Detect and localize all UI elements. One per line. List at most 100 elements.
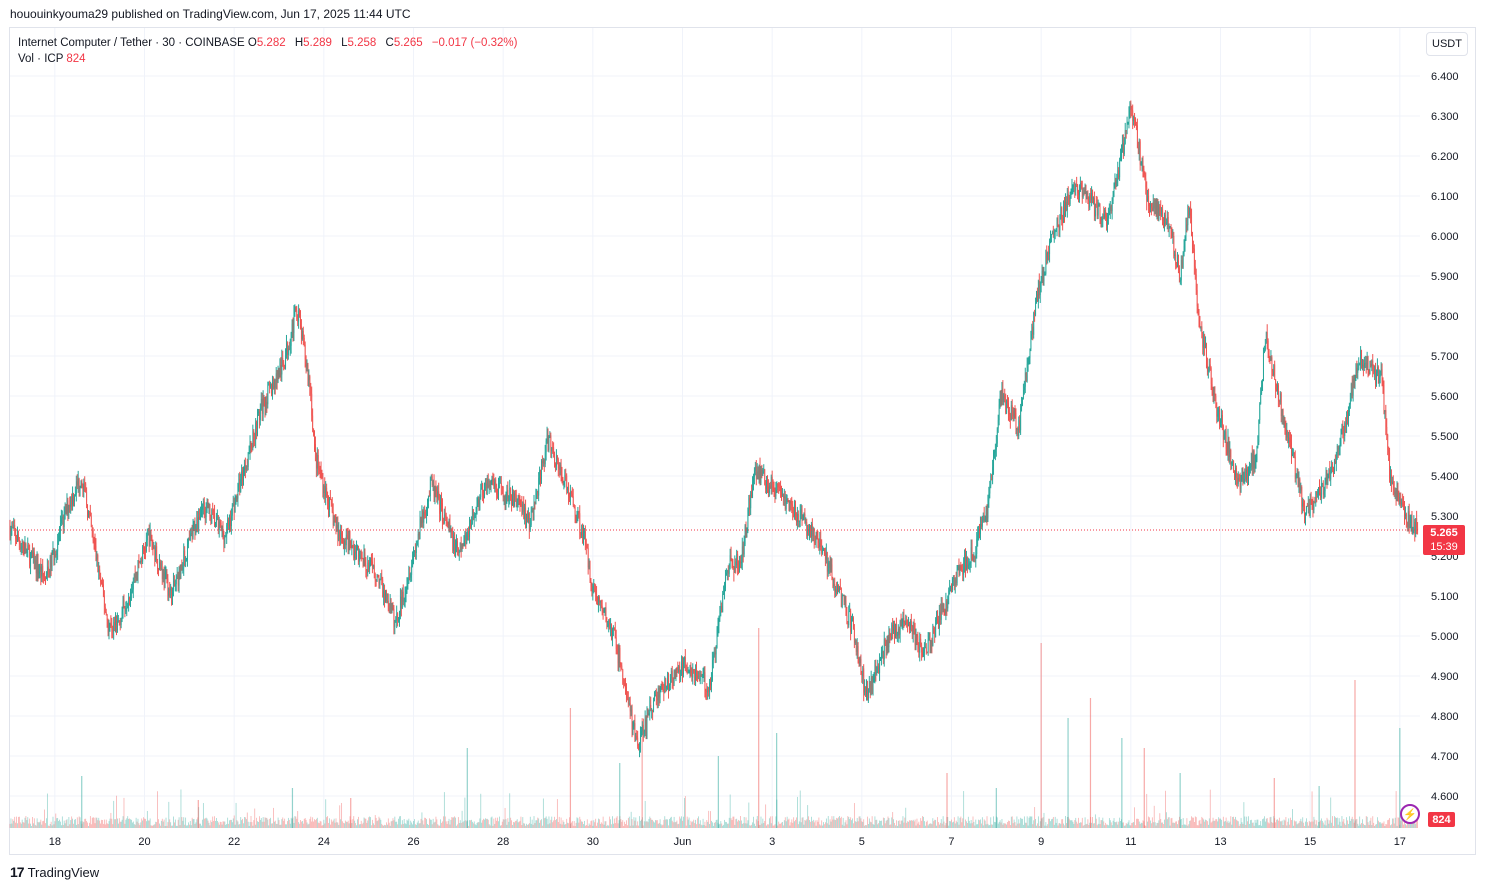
candle-body [53, 549, 55, 561]
candle-body [441, 500, 442, 504]
candle-body [785, 499, 787, 510]
candle-body [370, 559, 372, 566]
volume-bar [406, 819, 408, 828]
volume-bar [301, 820, 303, 828]
candle-body [597, 601, 598, 606]
volume-bar [544, 817, 546, 828]
candle-body [548, 437, 550, 450]
candle-body [1261, 385, 1263, 393]
candle-body [834, 584, 836, 592]
candle-body [1185, 224, 1187, 241]
lightning-icon[interactable]: ⚡ [1400, 804, 1420, 824]
candle-body [83, 483, 85, 492]
volume-bar [814, 820, 816, 828]
candle-body [1071, 186, 1073, 189]
candle-body [68, 504, 70, 513]
volume-bar [61, 816, 63, 828]
candle-body [15, 531, 17, 539]
candle-body [1390, 474, 1391, 479]
volume-bar [1076, 821, 1078, 828]
volume-bar [887, 816, 889, 828]
y-tick-label: 4.900 [1431, 671, 1459, 683]
volume-bar [60, 825, 62, 828]
candle-body [403, 599, 405, 602]
volume-bar [1083, 824, 1085, 828]
volume-bar [1011, 816, 1013, 828]
candle-body [735, 561, 737, 566]
candle-body [530, 510, 532, 525]
volume-bar [1043, 812, 1045, 828]
candle-body [376, 575, 378, 582]
candle-body [225, 535, 227, 537]
candle-body [1027, 358, 1029, 364]
volume-bar [598, 818, 599, 828]
volume-bar [635, 817, 637, 828]
volume-bar [754, 823, 755, 828]
volume-bar [812, 819, 814, 828]
candle-body [449, 523, 451, 532]
candle-body [1228, 437, 1230, 458]
candle-body [642, 724, 644, 735]
volume-bar [1009, 825, 1011, 828]
candle-body [812, 528, 814, 537]
y-tick-label: 5.600 [1431, 391, 1459, 403]
candle-body [171, 587, 173, 605]
candle-body [1032, 326, 1034, 335]
volume-bar [625, 823, 626, 828]
volume-bar [1204, 821, 1206, 828]
volume-bar [1008, 820, 1009, 828]
volume-bar [1051, 819, 1052, 828]
candle-body [820, 538, 822, 547]
candle-body [641, 731, 642, 736]
candle-body [698, 678, 699, 680]
volume-bar [15, 822, 17, 828]
candle-body [266, 401, 268, 405]
volume-bar [412, 824, 413, 828]
candle-body [1029, 348, 1031, 359]
volume-label[interactable]: Vol · ICP [18, 53, 64, 65]
volume-spike [466, 748, 468, 828]
volume-bar [394, 816, 396, 828]
volume-bar [421, 812, 423, 828]
candle-body [656, 694, 657, 698]
volume-bar [587, 825, 589, 828]
volume-bar [914, 819, 916, 828]
chart-frame[interactable] [9, 27, 1476, 855]
volume-bar [342, 821, 343, 828]
candle-body [673, 671, 675, 684]
volume-bar [897, 820, 899, 828]
candle-body [924, 648, 925, 653]
volume-bar [1302, 817, 1304, 828]
candle-body [130, 592, 131, 601]
volume-bar [512, 824, 513, 828]
candle-body [862, 668, 864, 677]
candle-body [334, 520, 336, 523]
volume-bar [1115, 822, 1117, 828]
candle-body [283, 362, 285, 368]
candle-body [925, 647, 926, 649]
candle-body [736, 554, 738, 566]
candle-body [1045, 252, 1047, 274]
volume-bar [804, 820, 806, 828]
candle-body [378, 577, 380, 585]
volume-bar [1282, 825, 1284, 828]
candle-body [415, 545, 417, 554]
volume-bar [1007, 822, 1008, 828]
volume-bar [223, 821, 225, 828]
volume-bar [1287, 821, 1289, 828]
volume-bar [647, 822, 649, 828]
candle-body [1128, 109, 1130, 122]
candle-body [612, 629, 613, 640]
candle-body [167, 578, 169, 597]
volume-bar [136, 821, 138, 828]
candle-body [831, 564, 833, 579]
candle-body [157, 560, 159, 569]
volume-bar [677, 824, 679, 828]
symbol-label[interactable]: Internet Computer / Tether · 30 · COINBA… [18, 37, 245, 49]
volume-bar [1382, 823, 1384, 828]
volume-bar [836, 817, 838, 828]
candle-body [1256, 446, 1258, 461]
tradingview-brand[interactable]: 17 TradingView [10, 864, 99, 880]
currency-button[interactable]: USDT [1426, 32, 1468, 56]
